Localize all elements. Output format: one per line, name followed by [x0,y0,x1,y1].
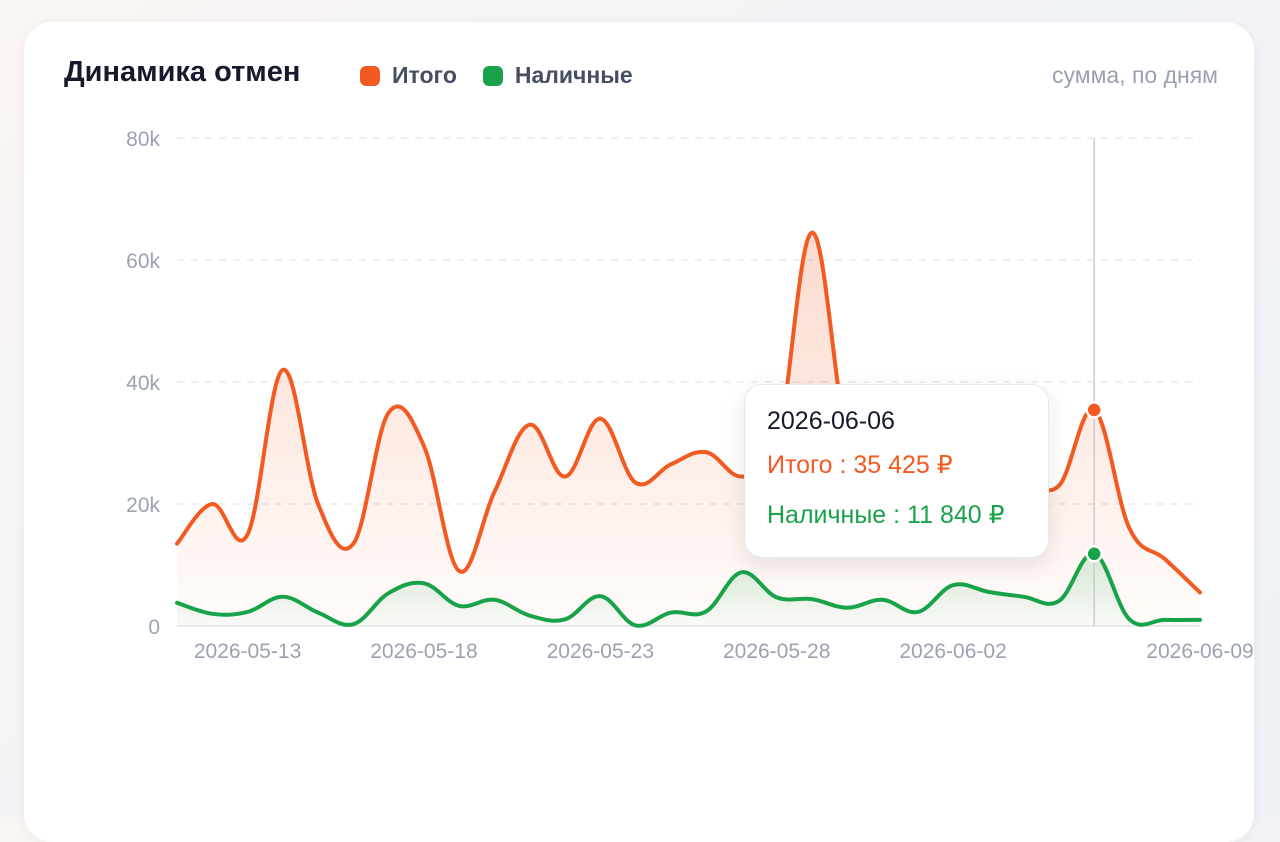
legend-item-total[interactable]: Итого [360,62,457,89]
tooltip-total: Итого : 35 425 ₽ [767,451,953,479]
legend-item-cash[interactable]: Наличные [482,62,633,89]
y-tick-label: 80k [126,128,160,151]
y-tick-label: 60k [126,250,160,273]
highlight-point-cash[interactable] [1085,545,1103,563]
y-tick-label: 20k [126,494,160,517]
legend-swatch-cash [482,65,503,86]
chart-title: Динамика отмен [64,56,301,88]
legend-swatch-total [360,65,380,86]
tooltip-cash: Наличные : 11 840 ₽ [767,501,1005,529]
highlight-point-total[interactable] [1085,401,1103,419]
y-tick-label: 0 [148,616,160,639]
legend: Итого Наличные [360,62,633,89]
axis-layer: 0 20k 40k 60k 80k 2026-05-13 2026-05-18 2026-05… [126,128,1254,663]
chart-subtitle: сумма, по дням [1052,62,1218,88]
x-tick-label: 2026-06-09 [1146,640,1253,663]
series-area-cash [177,553,1200,626]
chart-card: Динамика отмен Итого Наличные сумма, по … [24,22,1254,842]
tooltip: 2026-06-06 Итого : 35 425 ₽ Наличные : 1… [744,384,1049,558]
tooltip-date: 2026-06-06 [767,407,895,435]
series-line-cash[interactable] [175,551,1202,628]
x-tick-label: 2026-05-18 [370,640,477,663]
x-tick-label: 2026-05-28 [723,640,830,663]
x-tick-label: 2026-06-02 [899,640,1006,663]
y-tick-label: 40k [126,372,160,395]
x-tick-label: 2026-05-13 [194,640,301,663]
legend-label-cash: Наличные [514,62,633,88]
chart-area[interactable]: 0 20k 40k 60k 80k 2026-05-13 2026-05-18 2026-05… [0,0,1280,817]
x-tick-label: 2026-05-23 [547,640,654,663]
legend-label-total: Итого [392,62,457,88]
marker-layer [1085,138,1103,626]
